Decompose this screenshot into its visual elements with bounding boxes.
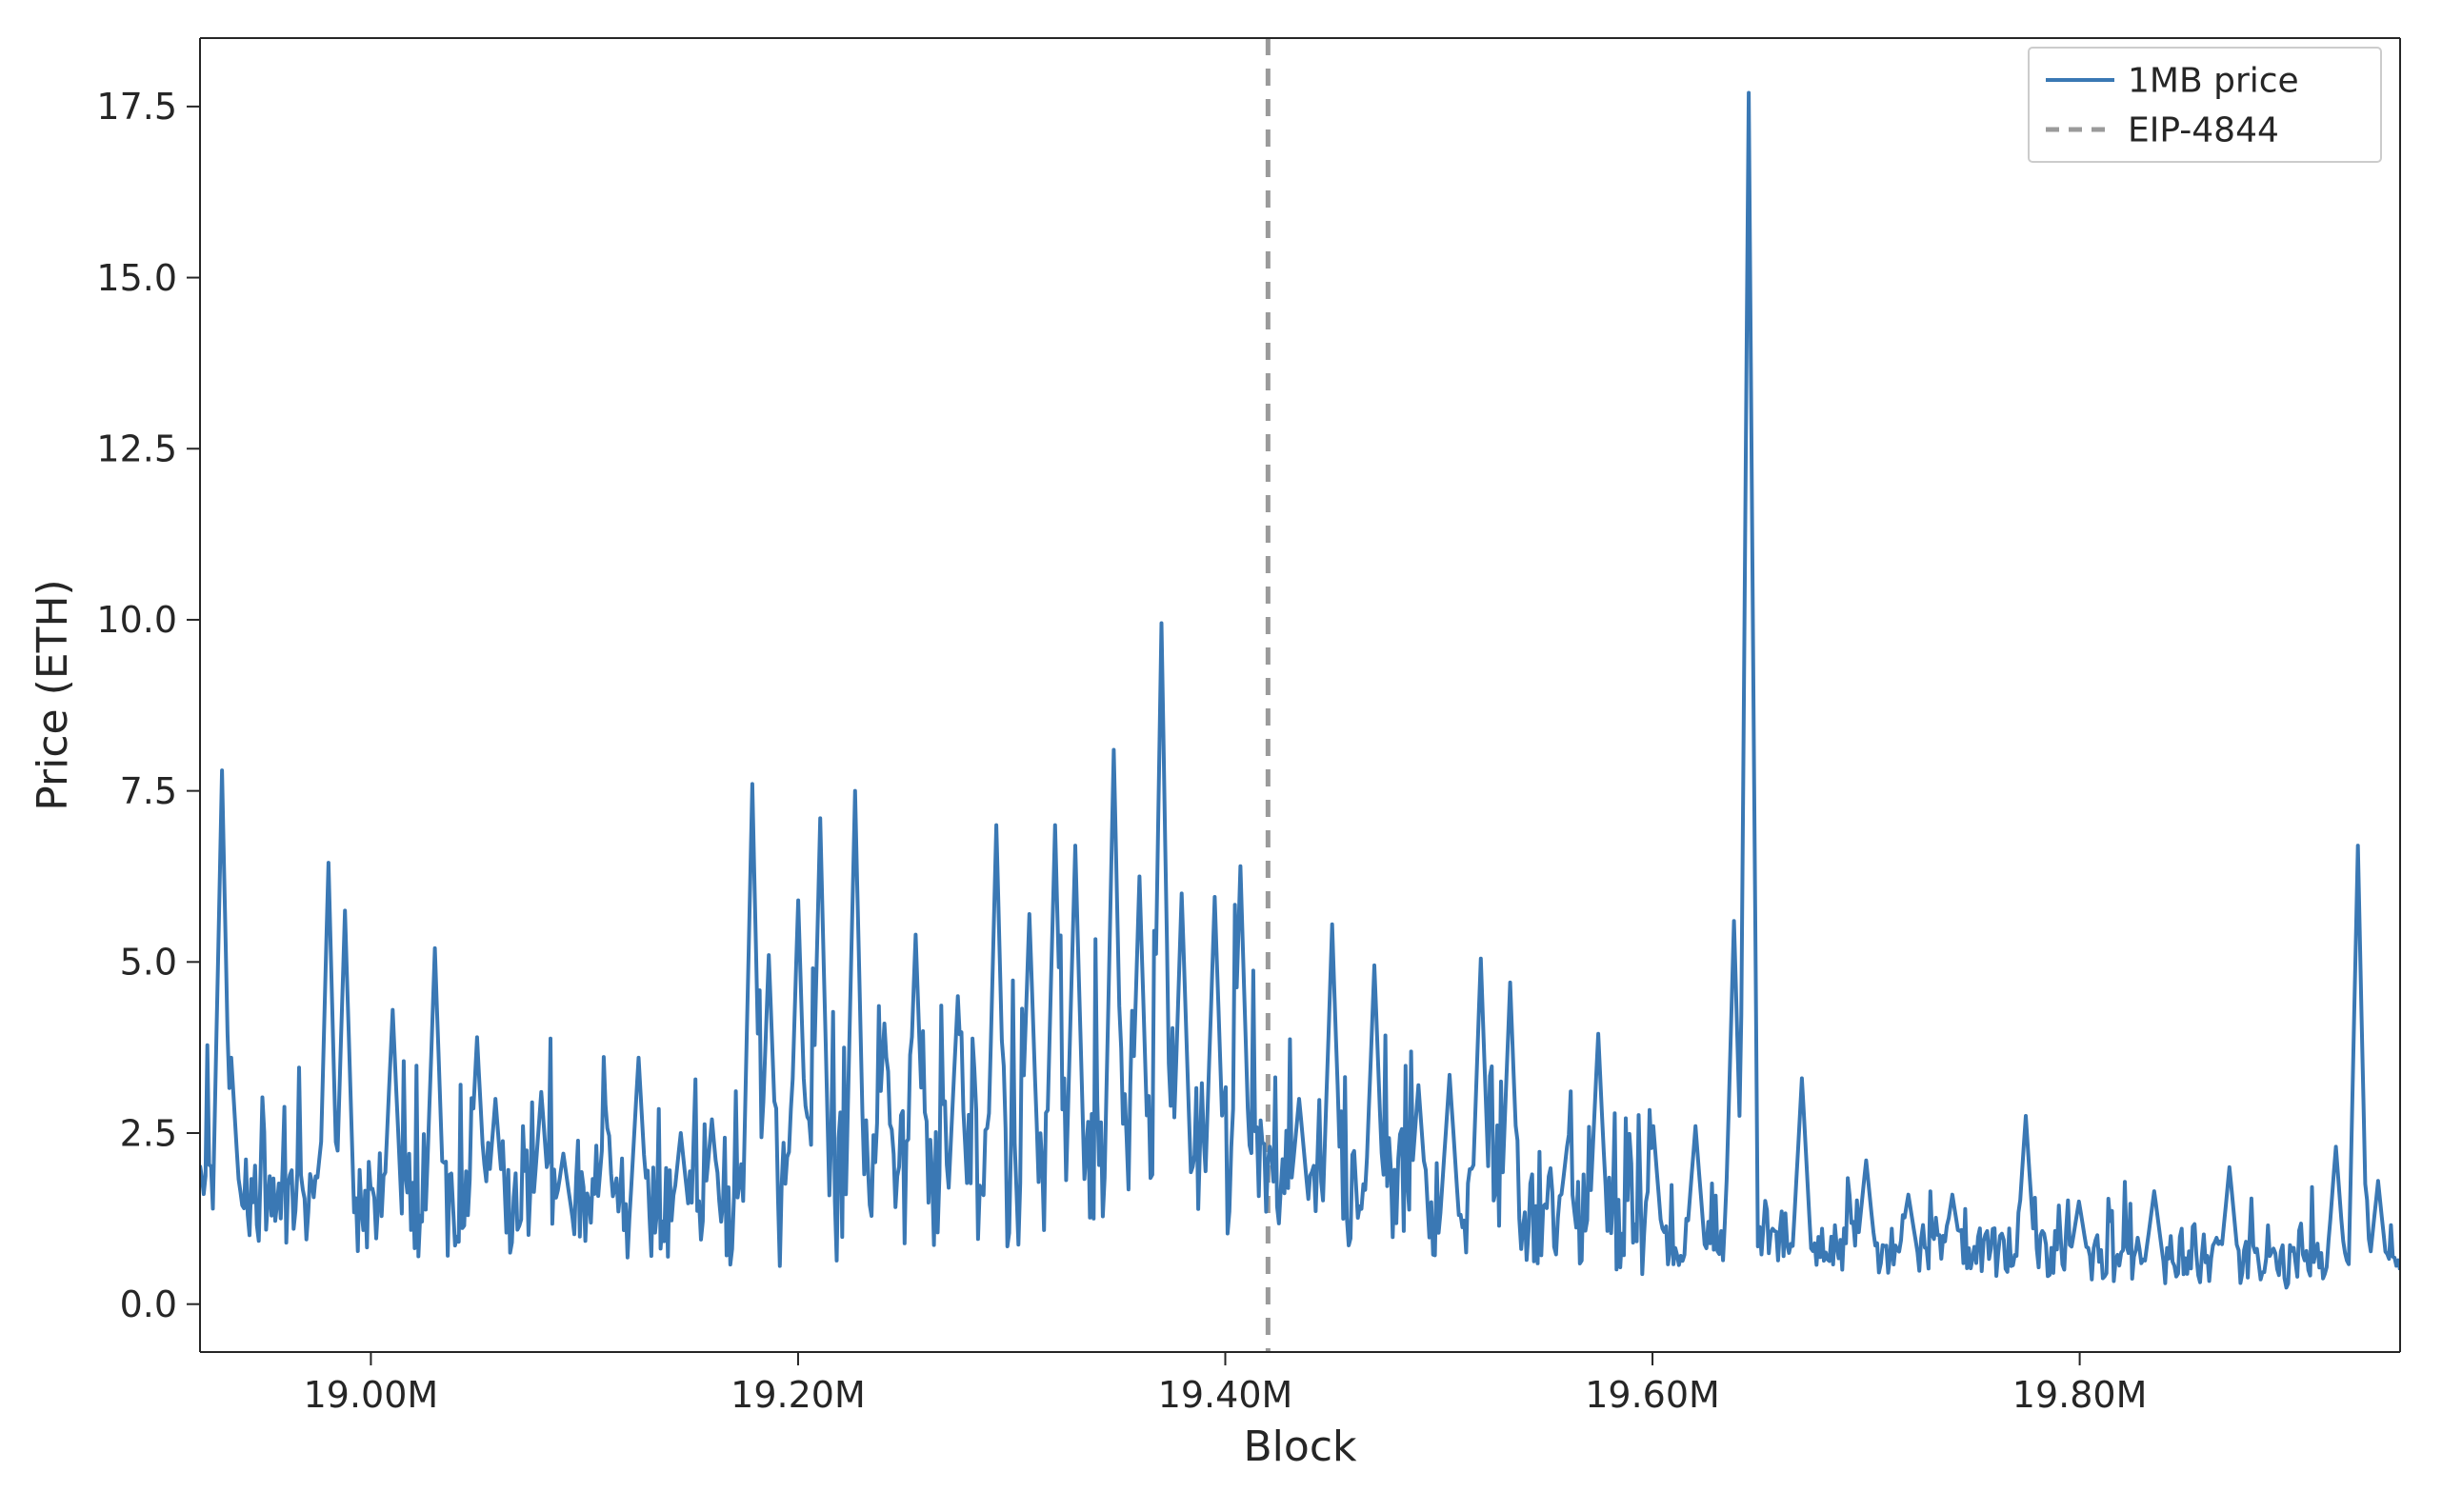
y-tick-label: 0.0 bbox=[120, 1283, 177, 1325]
price-line-chart: 19.00M 19.20M 19.40M 19.60M 19.80M 0.0 2.5 5.0 7… bbox=[0, 0, 2462, 1512]
y-axis-label: Price (ETH) bbox=[29, 579, 77, 810]
y-tick-label: 5.0 bbox=[120, 942, 177, 984]
y-tick-label: 2.5 bbox=[120, 1112, 177, 1154]
legend-label-price: 1MB price bbox=[2128, 62, 2299, 101]
y-tick-label: 7.5 bbox=[120, 770, 177, 812]
x-tick-label: 19.60M bbox=[1585, 1374, 1720, 1416]
x-axis-label: Block bbox=[1243, 1422, 1357, 1471]
x-tick-label: 19.40M bbox=[1158, 1374, 1293, 1416]
y-tick-label: 17.5 bbox=[96, 86, 177, 128]
y-tick-label: 15.0 bbox=[96, 257, 177, 299]
chart-svg: 19.00M 19.20M 19.40M 19.60M 19.80M 0.0 2.5 5.0 7… bbox=[0, 0, 2462, 1512]
y-tick-label: 10.0 bbox=[96, 599, 177, 641]
y-tick-label: 12.5 bbox=[96, 428, 177, 470]
legend-label-eip: EIP-4844 bbox=[2128, 111, 2279, 150]
x-tick-label: 19.80M bbox=[2012, 1374, 2148, 1416]
x-tick-label: 19.00M bbox=[304, 1374, 439, 1416]
x-tick-label: 19.20M bbox=[731, 1374, 866, 1416]
legend: 1MB price EIP-4844 bbox=[2029, 48, 2381, 162]
